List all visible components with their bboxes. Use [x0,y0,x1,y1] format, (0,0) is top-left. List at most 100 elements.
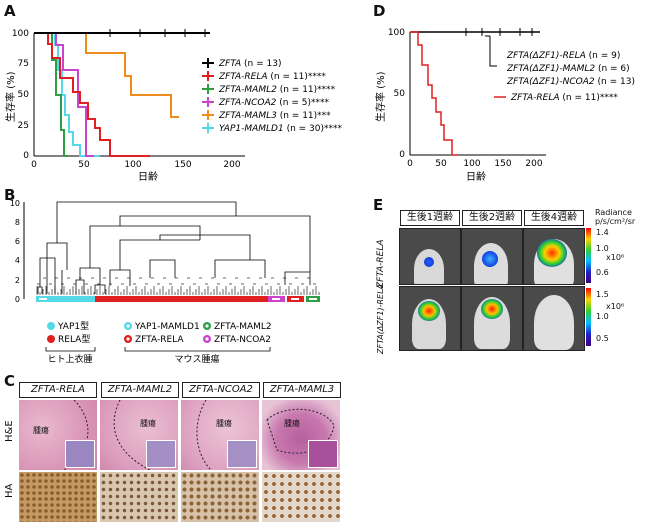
panel-a-ylabel: 生存率 (%) [4,71,17,122]
curve-zfta-rela-d [410,31,458,156]
he-tile: 腫瘍 [100,400,178,470]
curve-zfta-ncoa2 [34,32,94,157]
he-tile: 腫瘍 [19,400,97,470]
panel-d-xtick: 100 [463,159,480,169]
color-scale-1 [586,228,591,283]
panel-c-row-label: HA [4,483,15,498]
panel-b-ytick: 8 [15,218,20,227]
tumor-label: 腫瘍 [284,419,300,428]
panel-d-ytick: 100 [388,28,405,38]
panel-a-xlabel: 日齢 [138,170,158,183]
panel-c-col-header: ZFTA-MAML3 [263,382,341,398]
svg-text:マウス腫瘍: マウス腫瘍 [174,353,219,365]
panel-c-row-label: H&E [4,420,15,442]
scale-tick: 0.5 [596,334,609,343]
curve-yap1-mamld1 [34,32,100,157]
svg-text:RELA型: RELA型 [58,334,90,345]
panel-c-col-header: ZFTA-NCOA2 [182,382,260,398]
panel-b-legend: YAP1型 RELA型 YAP1-MAMLD1 ZFTA-RELA ZFTA-M… [45,321,272,365]
survival-chart-d: 生存率 (%) 0 50 100 0 50 100 150 200 日齢 ZFT… [374,28,635,183]
panel-d-xlabel: 日齢 [466,170,486,183]
svg-text:ZFTA-MAML2: ZFTA-MAML2 [214,322,272,332]
panel-b-ytick: 2 [15,276,20,285]
scale-tick: 1.4 [596,228,609,237]
panel-a-xtick: 200 [223,160,240,170]
panel-e-col-header: 生後4週齢 [524,210,584,226]
scale-unit: x10⁶ [606,253,625,262]
panel-a-ytick: 25 [18,121,29,131]
scale-tick: 1.0 [596,244,609,253]
scale-tick: 1.5 [596,290,609,299]
tumor-label: 腫瘍 [33,426,49,435]
panel-a-xtick: 0 [31,160,37,170]
svg-text:ZFTA-NCOA2 (n = 5)****: ZFTA-NCOA2 (n = 5)**** [218,98,329,108]
he-tile: 腫瘍 [181,400,259,470]
panel-a-ytick: 100 [12,29,29,39]
panel-label-c: C [4,372,16,390]
bli-image [461,228,523,285]
he-tile: 腫瘍 [262,400,340,470]
panel-d-xtick: 200 [525,159,542,169]
panel-e-row-label: ZFTA-RELA [376,239,386,288]
panel-d-ytick: 0 [399,150,405,160]
panel-c-col-header: ZFTA-MAML2 [101,382,179,398]
panel-d-xtick: 50 [435,159,447,169]
panel-a-xtick: 50 [78,160,90,170]
panel-c-col-header: ZFTA-RELA [19,382,97,398]
color-scale-2 [586,288,591,346]
panel-a-yticks: 0 25 50 75 100 [12,29,29,161]
bli-image [399,228,461,285]
panel-a-xticks: 0 50 100 150 200 [31,160,241,170]
bli-image [523,228,585,285]
bli-image [523,286,585,351]
bar-human-yap1 [36,296,95,302]
panel-a-ytick: 0 [23,151,29,161]
svg-text:ZFTA-MAML2 (n = 11)****: ZFTA-MAML2 (n = 11)**** [218,85,336,95]
svg-text:ZFTA(ΔZF1)-MAML2 (n = 6): ZFTA(ΔZF1)-MAML2 (n = 6) [506,64,630,74]
survival-chart-a: 生存率 (%) 0 25 50 75 100 0 50 100 150 200 … [4,29,343,183]
panel-a-ytick: 50 [18,90,30,100]
panel-e-col-header: 生後2週齢 [462,210,522,226]
panel-b-ytick: 6 [15,237,20,246]
svg-text:ZFTA-RELA (n = 11)****: ZFTA-RELA (n = 11)**** [218,72,326,82]
bli-image [399,286,461,351]
panel-a-xtick: 100 [124,160,141,170]
svg-text:YAP1型: YAP1型 [57,321,89,332]
svg-text:YAP1-MAMLD1 (n = 30)****: YAP1-MAMLD1 (n = 30)**** [219,124,343,134]
tumor-label: 腫瘍 [216,419,232,428]
panel-a-xtick: 150 [174,160,191,170]
panel-d-ylabel: 生存率 (%) [374,71,387,122]
svg-text:ZFTA(ΔZF1)-RELA (n = 9): ZFTA(ΔZF1)-RELA (n = 9) [506,51,620,61]
panel-b-ytick: 0 [15,295,20,304]
svg-text:ZFTA-RELA: ZFTA-RELA [135,335,184,345]
scale-title: Radiance [595,208,632,217]
panel-e-col-header: 生後1週齢 [400,210,460,226]
panel-a-ytick: 75 [18,59,29,69]
svg-text:ZFTA(ΔZF1)-NCOA2 (n = 13): ZFTA(ΔZF1)-NCOA2 (n = 13) [506,77,635,87]
bli-image [461,286,523,351]
scale-tick: 0.6 [596,268,609,277]
svg-text:ZFTA-MAML3 (n = 11)***: ZFTA-MAML3 (n = 11)*** [218,111,331,121]
panel-d-xtick: 0 [407,159,413,169]
scale-tick: 1.0 [596,312,609,321]
panel-b-ytick: 10 [10,199,20,208]
ha-tile [100,472,178,522]
svg-text:ZFTA (n = 13): ZFTA (n = 13) [218,59,281,69]
panel-b-ytick: 4 [15,256,20,265]
panel-label-d: D [373,2,386,20]
dendrogram-b: 0 2 4 6 8 10 [10,199,320,365]
scale-title: p/s/cm²/sr [595,217,636,226]
scale-unit: x10⁶ [606,302,625,311]
bar-mouse-rela [95,296,268,302]
panel-d-legend: ZFTA(ΔZF1)-RELA (n = 9) ZFTA(ΔZF1)-MAML2… [494,51,635,103]
panel-label-e: E [373,196,384,214]
tumor-label: 腫瘍 [140,419,156,428]
panel-e: 生後1週齢 生後2週齢 生後4週齢 ZFTA-RELA ZFTA(ΔZF1)-R… [370,206,650,354]
ha-tile [262,472,340,522]
panel-d-xtick: 150 [494,159,511,169]
panel-label-b: B [4,186,16,204]
panel-d-ytick: 50 [394,89,406,99]
panel-label-a: A [4,2,16,20]
panel-c: ZFTA-RELA ZFTA-MAML2 ZFTA-NCOA2 ZFTA-MAM… [0,380,350,523]
curve-zfta-rela [34,32,150,157]
